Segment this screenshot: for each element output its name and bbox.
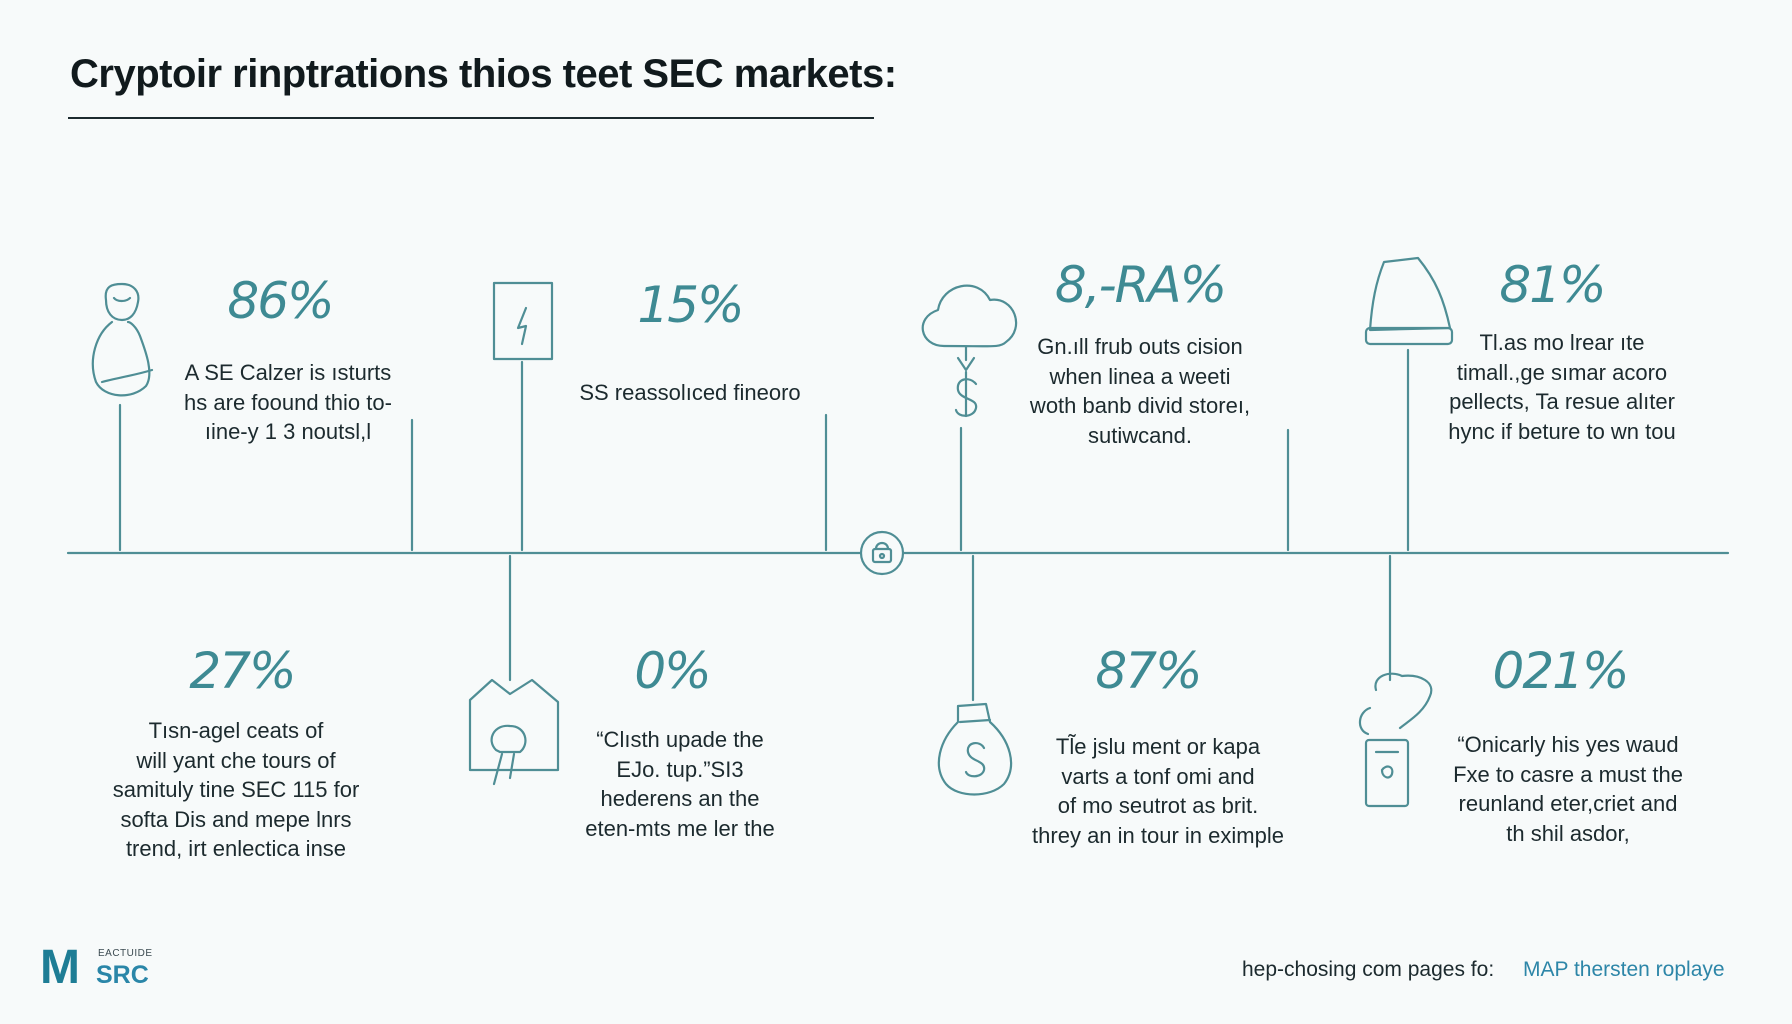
item-description: SS reassolıced fineoro: [579, 380, 801, 405]
page-title: Cryptoir rinptrations thios teet SEC mar…: [70, 52, 897, 96]
device-lightning-icon: [492, 281, 554, 361]
percent-value: 15%: [637, 276, 744, 334]
house-lightbulb-icon: [468, 678, 560, 786]
money-bag-icon: [937, 702, 1013, 796]
percent-value: 8,-RA%: [1054, 256, 1227, 314]
item-description: “Clısth upade the EJo. tup.”SI3 hederens a…: [585, 727, 775, 841]
percent-value: 021%: [1492, 642, 1630, 700]
item-description: Tl̃e jslu ment or kapa varts a tonf omi a…: [1032, 734, 1284, 848]
percent-value: 86%: [227, 272, 334, 330]
percent-value: 0%: [634, 642, 711, 700]
footer-text: hep-chosing com pages fo:: [1242, 958, 1495, 981]
logo-mark: M: [40, 941, 80, 994]
hand-glove-icon: [1358, 672, 1433, 808]
percent-value: 27%: [189, 642, 296, 700]
logo-tagline: EACTUIDE: [98, 948, 153, 959]
percent-value: 87%: [1095, 642, 1202, 700]
item-description: A SE Calzer is ısturts hs are foound thio…: [184, 360, 392, 444]
cloud-dollar-icon: [921, 284, 1018, 418]
item-description: Tl.as mo lrear ıte timall.,ge sımar acoro…: [1448, 330, 1676, 444]
title-underline: [68, 117, 874, 119]
lock-icon: [859, 530, 905, 576]
bell-icon: [1364, 256, 1454, 346]
footer-link[interactable]: MAP thersten roplaye: [1523, 958, 1725, 981]
person-icon: [91, 282, 154, 397]
item-description: Tısn-agel ceats of will yant che tours of…: [112, 718, 360, 861]
logo-name: SRC: [96, 961, 149, 989]
item-description: “Onicarly his yes waud Fxe to casre a mus…: [1453, 732, 1683, 846]
percent-value: 81%: [1499, 256, 1606, 314]
item-description: Gn.ıll frub outs cision when linea a weet…: [1029, 334, 1251, 448]
